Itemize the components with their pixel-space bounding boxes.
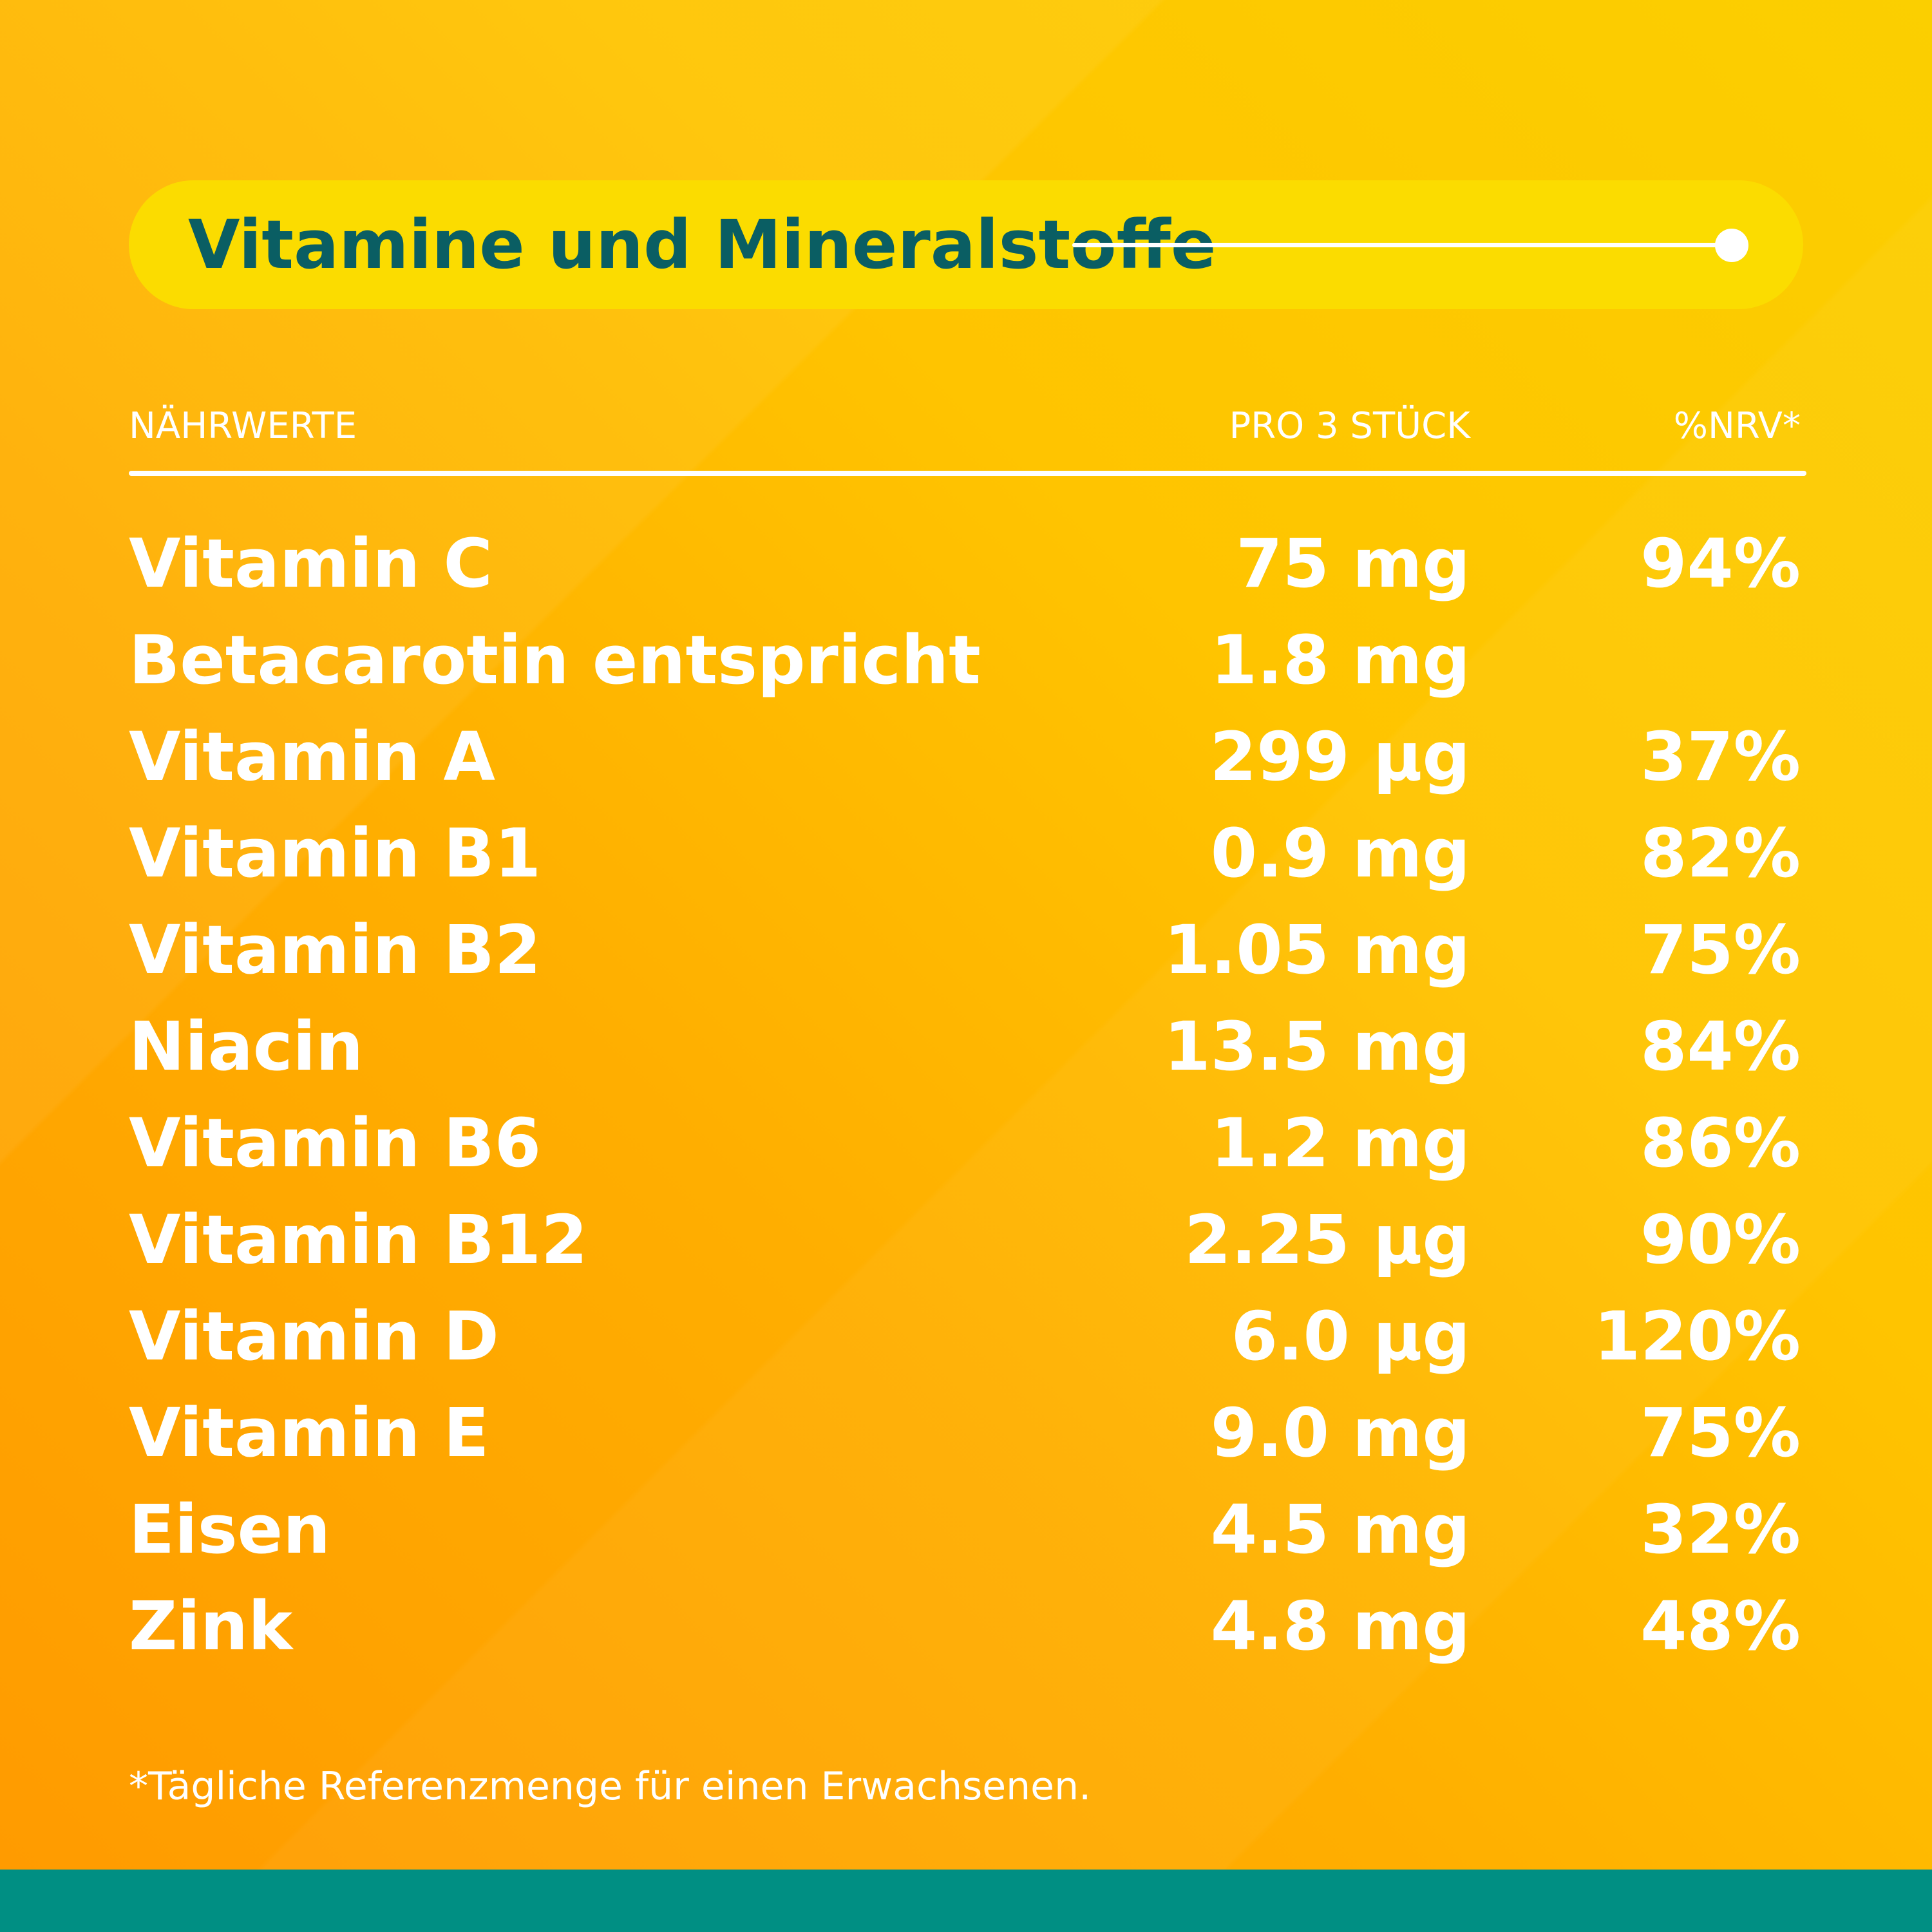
nutrient-nrv: 37% [1640,717,1801,796]
nutrient-amount: 299 µg [1209,717,1470,796]
column-header-amount: PRO 3 STÜCK [1229,405,1470,447]
table-row: Niacin 13.5 mg 84% [129,998,1801,1095]
nutrient-name: Vitamin C [129,524,493,603]
table-row: Eisen 4.5 mg 32% [129,1481,1801,1578]
page-title: Vitamine und Mineralstoffe [188,205,1217,284]
nutrient-amount: 75 mg [1236,524,1470,603]
nutrient-amount: 1.8 mg [1210,621,1470,699]
nutrient-nrv: 86% [1640,1104,1801,1182]
nutrient-nrv: 94% [1640,524,1801,603]
nutrient-nrv: 82% [1640,814,1801,893]
column-header-nrv: %NRV* [1673,405,1801,447]
nutrient-name: Vitamin B1 [129,814,542,893]
nutrient-amount: 6.0 µg [1231,1297,1470,1376]
nutrient-nrv: 48% [1640,1587,1801,1665]
bottom-bar [0,1870,1932,1932]
nutrient-nrv: 90% [1640,1200,1801,1279]
nutrient-amount: 1.2 mg [1210,1104,1470,1182]
nutrient-amount: 1.05 mg [1164,911,1470,989]
column-header-nutrients: NÄHRWERTE [129,405,357,447]
nutrient-amount: 4.5 mg [1210,1490,1470,1569]
nutrient-name: Vitamin B2 [129,911,542,989]
nutrient-nrv: 75% [1640,911,1801,989]
nutrient-name: Vitamin B6 [129,1104,542,1182]
nutrient-amount: 0.9 mg [1210,814,1470,893]
nutrient-name: Vitamin A [129,717,495,796]
table-row: Vitamin B6 1.2 mg 86% [129,1095,1801,1191]
nutrient-nrv: 120% [1593,1297,1801,1376]
table-row: Betacarotin entspricht 1.8 mg [129,612,1801,708]
table-row: Vitamin E 9.0 mg 75% [129,1385,1801,1481]
table-row: Vitamin C 75 mg 94% [129,515,1801,612]
nutrient-nrv: 75% [1640,1394,1801,1472]
nutrient-amount: 4.8 mg [1210,1587,1470,1665]
nutrient-name: Vitamin D [129,1297,499,1376]
table-row: Vitamin B1 0.9 mg 82% [129,805,1801,902]
nutrient-nrv: 84% [1640,1007,1801,1086]
table-row: Vitamin A 299 µg 37% [129,708,1801,805]
title-decorative-line [1072,243,1732,247]
nutrient-amount: 9.0 mg [1210,1394,1470,1472]
nutrient-amount: 13.5 mg [1164,1007,1470,1086]
table-row: Vitamin B2 1.05 mg 75% [129,902,1801,998]
table-row: Zink 4.8 mg 48% [129,1578,1801,1674]
table-row: Vitamin D 6.0 µg 120% [129,1288,1801,1385]
header-divider [129,471,1806,476]
nutrient-name: Vitamin B12 [129,1200,588,1279]
table-row: Vitamin B12 2.25 µg 90% [129,1191,1801,1288]
nutrient-name: Zink [129,1587,293,1665]
nutrition-table: Vitamin C 75 mg 94% Betacarotin entspric… [129,515,1801,1674]
nutrient-nrv: 32% [1640,1490,1801,1569]
nutrient-name: Niacin [129,1007,364,1086]
nutrient-name: Eisen [129,1490,331,1569]
nutrient-name: Betacarotin entspricht [129,621,981,699]
footnote: *Tägliche Referenzmenge für einen Erwach… [129,1764,1092,1809]
nutrient-amount: 2.25 µg [1184,1200,1470,1279]
nutrient-name: Vitamin E [129,1394,489,1472]
title-decorative-dot [1715,229,1748,262]
